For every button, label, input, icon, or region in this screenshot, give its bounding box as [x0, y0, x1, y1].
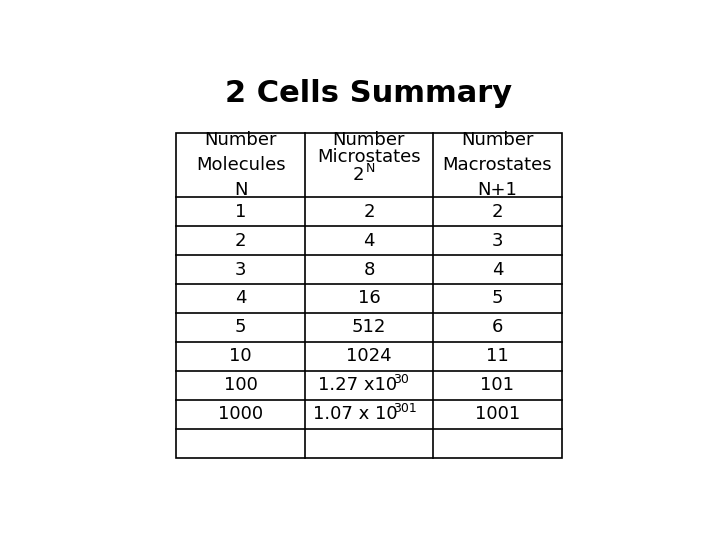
Text: 3: 3: [492, 232, 503, 249]
Text: 2: 2: [492, 202, 503, 221]
Text: 5: 5: [235, 319, 246, 336]
Text: 2: 2: [364, 202, 374, 221]
Text: 1: 1: [235, 202, 246, 221]
Text: 101: 101: [480, 376, 514, 394]
Text: 11: 11: [486, 347, 509, 366]
Text: 6: 6: [492, 319, 503, 336]
Text: Number: Number: [333, 131, 405, 149]
Text: 2: 2: [235, 232, 246, 249]
Text: 8: 8: [364, 260, 374, 279]
Text: N: N: [366, 162, 375, 175]
Bar: [176, 133, 562, 458]
Text: 1001: 1001: [474, 406, 520, 423]
Text: Microstates: Microstates: [318, 148, 420, 166]
Text: 5: 5: [492, 289, 503, 307]
Text: 100: 100: [224, 376, 258, 394]
Text: Number
Molecules
N: Number Molecules N: [196, 131, 285, 199]
Text: 3: 3: [235, 260, 246, 279]
Text: 30: 30: [393, 374, 409, 387]
Text: 1000: 1000: [218, 406, 264, 423]
Text: 301: 301: [393, 402, 417, 415]
Text: 4: 4: [235, 289, 246, 307]
Text: 4: 4: [364, 232, 374, 249]
Text: 2 Cells Summary: 2 Cells Summary: [225, 79, 513, 109]
Text: 16: 16: [358, 289, 380, 307]
Text: Number
Macrostates
N+1: Number Macrostates N+1: [443, 131, 552, 199]
Text: 4: 4: [492, 260, 503, 279]
Text: 512: 512: [352, 319, 386, 336]
Text: 1.27 x10: 1.27 x10: [318, 376, 397, 394]
Text: 1024: 1024: [346, 347, 392, 366]
Text: 1.07 x 10: 1.07 x 10: [312, 406, 397, 423]
Text: 10: 10: [230, 347, 252, 366]
Text: 2: 2: [353, 166, 364, 184]
